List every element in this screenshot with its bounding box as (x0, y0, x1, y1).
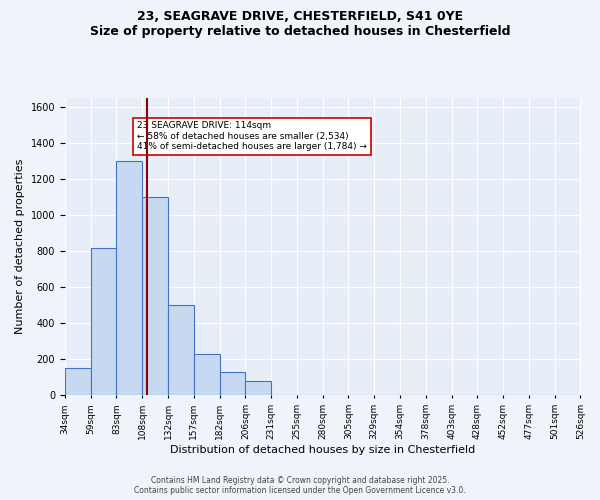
Text: 23 SEAGRAVE DRIVE: 114sqm
← 58% of detached houses are smaller (2,534)
41% of se: 23 SEAGRAVE DRIVE: 114sqm ← 58% of detac… (137, 122, 367, 151)
Bar (194, 354, 220, 396)
Y-axis label: Number of detached properties: Number of detached properties (15, 159, 25, 334)
X-axis label: Distribution of detached houses by size in Chesterfield: Distribution of detached houses by size … (170, 445, 475, 455)
Bar (245, 381, 271, 396)
Text: Contains HM Land Registry data © Crown copyright and database right 2025.
Contai: Contains HM Land Registry data © Crown c… (134, 476, 466, 495)
Bar (91, 248, 116, 396)
Bar (65, 368, 91, 396)
Bar (168, 306, 194, 396)
Bar (142, 197, 168, 396)
Bar (220, 372, 245, 396)
Bar (116, 161, 142, 396)
Text: 23, SEAGRAVE DRIVE, CHESTERFIELD, S41 0YE
Size of property relative to detached : 23, SEAGRAVE DRIVE, CHESTERFIELD, S41 0Y… (90, 10, 510, 38)
